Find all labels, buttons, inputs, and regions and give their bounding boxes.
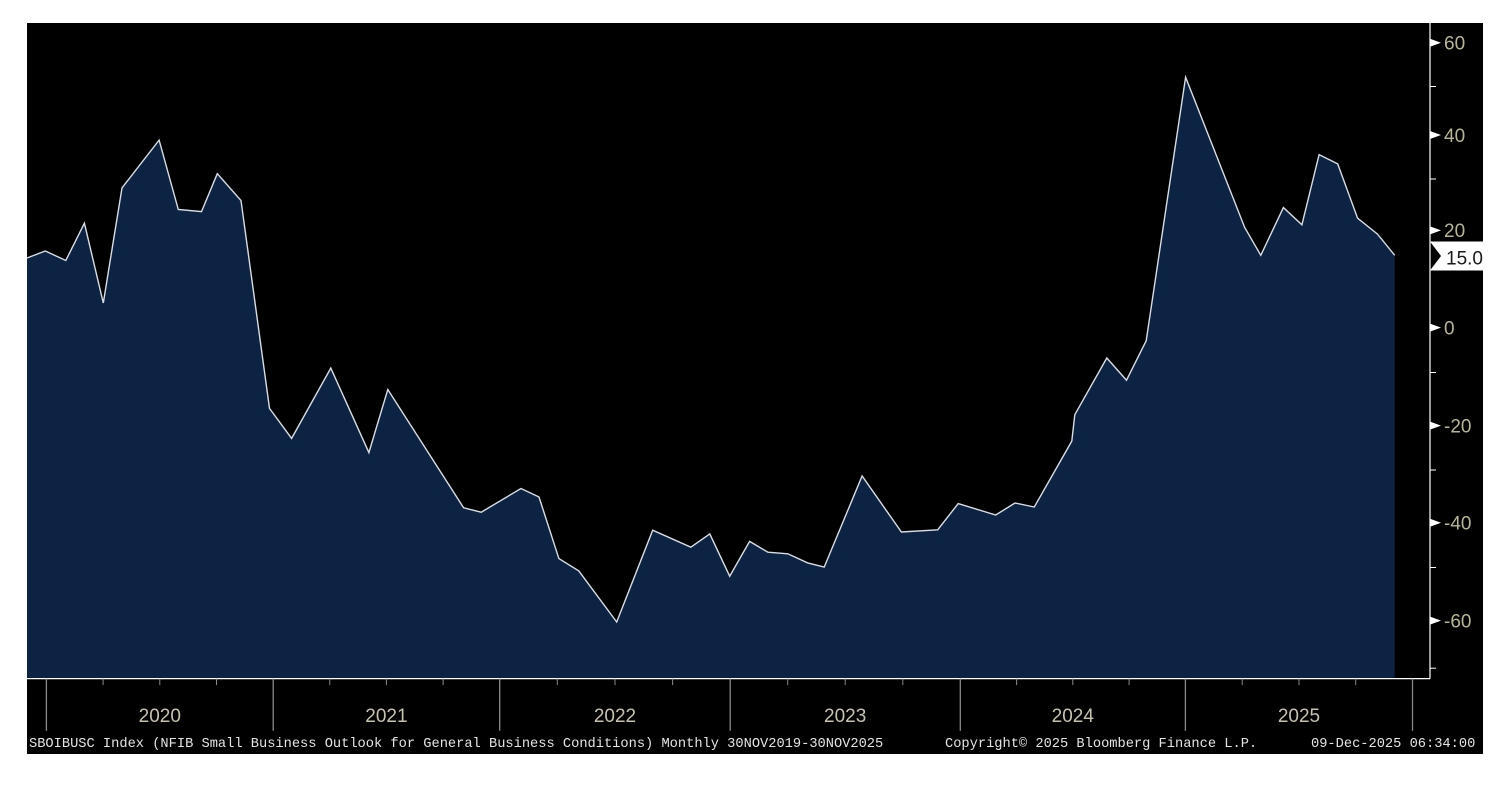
svg-text:2020: 2020 — [139, 706, 181, 727]
svg-text:0: 0 — [1444, 318, 1455, 339]
svg-text:-20: -20 — [1444, 416, 1471, 437]
svg-text:2022: 2022 — [594, 706, 636, 727]
svg-text:2023: 2023 — [824, 706, 866, 727]
svg-text:2024: 2024 — [1052, 706, 1095, 727]
svg-text:Copyright© 2025 Bloomberg Fina: Copyright© 2025 Bloomberg Finance L.P. — [945, 737, 1257, 752]
svg-text:SBOIBUSC Index (NFIB Small Bus: SBOIBUSC Index (NFIB Small Business Outl… — [29, 737, 883, 752]
svg-text:09-Dec-2025 06:34:00: 09-Dec-2025 06:34:00 — [1311, 737, 1475, 752]
svg-text:2025: 2025 — [1278, 706, 1320, 727]
svg-text:-60: -60 — [1444, 611, 1471, 632]
svg-text:-40: -40 — [1444, 514, 1471, 535]
svg-text:20: 20 — [1444, 221, 1465, 242]
svg-text:2021: 2021 — [365, 706, 407, 727]
svg-text:15.0: 15.0 — [1446, 248, 1483, 269]
svg-text:40: 40 — [1444, 126, 1465, 147]
svg-text:60: 60 — [1444, 34, 1465, 55]
